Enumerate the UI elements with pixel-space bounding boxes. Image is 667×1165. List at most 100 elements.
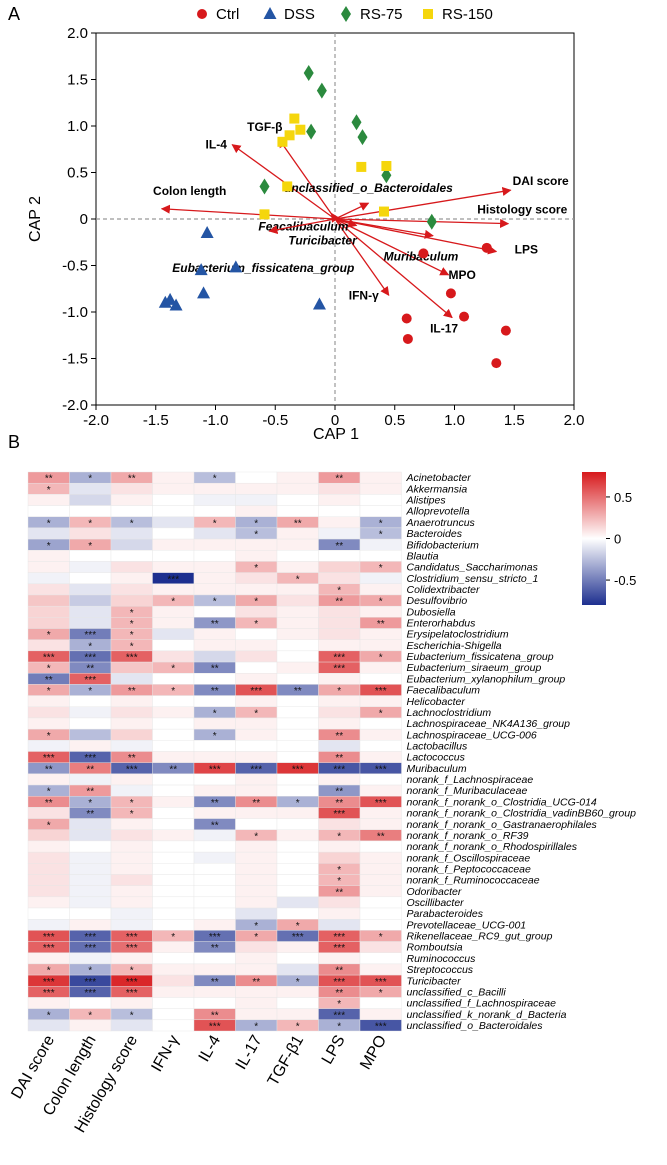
heatmap-cell [276, 986, 319, 998]
heatmap-cell [318, 639, 361, 652]
heatmap-cell [193, 919, 236, 931]
heatmap-cell [235, 673, 278, 685]
heatmap-cell [318, 550, 361, 562]
heatmap-cell [27, 639, 70, 652]
significance-mark: * [379, 932, 383, 943]
heatmap-cell [359, 896, 402, 909]
row-label-candidatus-saccharimonas: Candidatus_Saccharimonas [407, 562, 539, 574]
significance-mark: ** [335, 597, 343, 608]
heatmap-cell [69, 550, 112, 562]
row-label-lachnoclostridium: Lachnoclostridium [407, 707, 492, 719]
point-dss [229, 260, 243, 273]
legend-marker-ctrl [197, 9, 207, 19]
row-label-ruminococcus: Ruminococcus [407, 953, 477, 965]
row-label-norank-f-norank-o-clostridia-ucg-014: norank_f_norank_o_Clostridia_UCG-014 [407, 796, 597, 808]
heatmap-cell [359, 807, 402, 819]
heatmap-cell [152, 505, 195, 517]
significance-mark: * [379, 530, 383, 541]
heatmap-cell [276, 896, 319, 909]
heatmap-cell [69, 617, 112, 629]
heatmap-cell [359, 572, 402, 584]
heatmap-cell [69, 494, 112, 506]
heatmap-cell [318, 494, 361, 506]
heatmap-cell [152, 1019, 195, 1032]
significance-mark: * [254, 921, 258, 932]
heatmap-cell [235, 505, 278, 517]
significance-mark: * [171, 597, 175, 608]
point-rs-150 [284, 130, 295, 141]
heatmap-cell [235, 840, 278, 853]
arrow-lps [334, 218, 498, 255]
significance-mark: *** [375, 977, 387, 988]
significance-mark: * [296, 977, 300, 988]
heatmap-cell [110, 494, 153, 506]
heatmap-cell [69, 740, 112, 752]
heatmap-cell [152, 650, 195, 663]
significance-mark: * [254, 831, 258, 842]
heatmap-cell [235, 751, 278, 763]
point-dss [169, 298, 183, 311]
heatmap-cell [110, 997, 153, 1009]
x-tick-label: -1.5 [143, 412, 169, 429]
heatmap-cell [152, 706, 195, 719]
heatmap-cell [193, 650, 236, 663]
row-label-streptococcus: Streptococcus [407, 964, 474, 976]
heatmap-cell [193, 628, 236, 640]
significance-mark: * [337, 686, 341, 697]
heatmap-cell [152, 963, 195, 976]
arrow-label-ifn: IFN-γ [349, 288, 379, 302]
heatmap-cell [276, 538, 319, 551]
heatmap-cell [318, 482, 361, 495]
heatmap-cell [193, 505, 236, 517]
heatmap-cell [276, 673, 319, 685]
significance-mark: ** [211, 686, 219, 697]
row-label-norank-f-norank-o-rf39: norank_f_norank_o_RF39 [407, 830, 529, 842]
heatmap-cell [276, 941, 319, 953]
heatmap-cell [69, 605, 112, 618]
heatmap-cell [27, 840, 70, 853]
heatmap-cell [359, 740, 402, 752]
significance-mark: * [47, 820, 51, 831]
heatmap-cell [69, 706, 112, 719]
significance-mark: ** [86, 809, 94, 820]
heatmap-cell [110, 740, 153, 752]
y-tick-label: 0.5 [67, 165, 88, 182]
row-label-lactobacillus: Lactobacillus [407, 741, 468, 753]
point-rs-75 [303, 64, 314, 81]
heatmap-cell [235, 550, 278, 562]
significance-mark: * [171, 686, 175, 697]
significance-mark: *** [375, 764, 387, 775]
significance-mark: *** [84, 977, 96, 988]
heatmap-cell [318, 773, 361, 786]
significance-mark: * [379, 518, 383, 529]
significance-mark: *** [375, 1022, 387, 1033]
heatmap-cell [110, 896, 153, 909]
row-label-akkermansia: Akkermansia [406, 483, 468, 495]
heatmap-cell [27, 829, 70, 842]
heatmap-cell [359, 482, 402, 495]
heatmap-cell [27, 583, 70, 596]
heatmap-cell [318, 605, 361, 618]
heatmap-cell [152, 773, 195, 786]
significance-mark: * [130, 518, 134, 529]
significance-mark: * [337, 876, 341, 887]
significance-mark: ** [335, 731, 343, 742]
significance-mark: * [254, 597, 258, 608]
significance-mark: ** [211, 820, 219, 831]
heatmap-cell [318, 673, 361, 685]
significance-mark: * [88, 641, 92, 652]
row-label-eubacterium-xylanophilum-group: Eubacterium_xylanophilum_group [407, 673, 566, 685]
heatmap-cell [235, 583, 278, 596]
significance-mark: ** [335, 887, 343, 898]
heatmap-cell [193, 695, 236, 707]
significance-mark: ** [294, 518, 302, 529]
arrow-label-colon-length: Colon length [153, 184, 226, 198]
heatmap-cell [193, 583, 236, 596]
point-dss [312, 297, 326, 310]
heatmap-cell [235, 1008, 278, 1021]
significance-mark: * [171, 932, 175, 943]
heatmap-cell [193, 717, 236, 730]
heatmap-cell [69, 572, 112, 584]
heatmap-cell [276, 639, 319, 652]
arrow-tgf [278, 138, 336, 220]
